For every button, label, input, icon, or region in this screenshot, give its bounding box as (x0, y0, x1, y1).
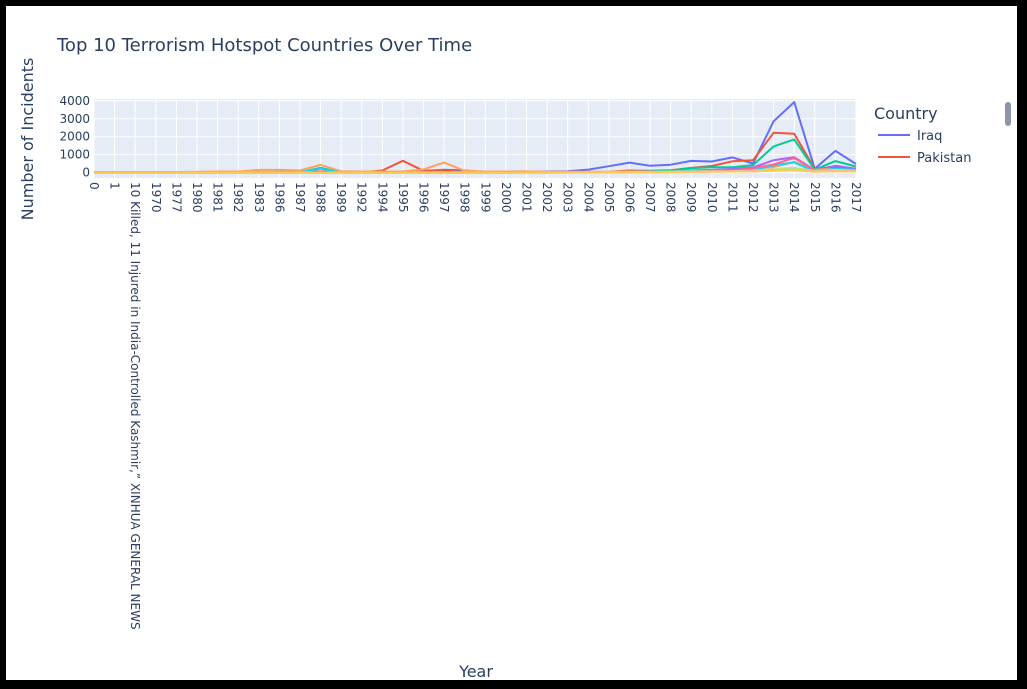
x-tick-label: 2002 (540, 182, 554, 213)
plot-area (94, 99, 856, 178)
x-tick-label: 1981 (211, 182, 225, 213)
legend[interactable]: Iraq Pakistan (878, 129, 971, 166)
x-tick-label: 2017 (849, 182, 863, 213)
x-tick-label: 1989 (334, 182, 348, 213)
x-tick-label: 2006 (622, 182, 636, 213)
x-tick-label: 2014 (787, 182, 801, 213)
x-axis-title: Year (458, 662, 493, 680)
x-tick-label: 2009 (684, 182, 698, 213)
y-tick-label: 3000 (59, 112, 90, 126)
x-tick-label: 1994 (375, 182, 389, 213)
x-tick-label: 2013 (767, 182, 781, 213)
x-tick-label: 2012 (746, 182, 760, 213)
x-tick-label: 1996 (417, 182, 431, 213)
x-tick-label: 2005 (602, 182, 616, 213)
x-tick-label: 2001 (519, 182, 533, 213)
y-tick-label: 1000 (59, 148, 90, 162)
line-chart: Top 10 Terrorism Hotspot Countries Over … (18, 35, 1011, 680)
x-tick-label: 2000 (499, 182, 513, 213)
x-tick-label: 2004 (581, 182, 595, 213)
y-axis-title: Number of Incidents (18, 58, 37, 221)
legend-label: Iraq (917, 129, 942, 144)
y-tick-label: 4000 (59, 94, 90, 108)
y-tick-label: 0 (82, 166, 90, 180)
x-tick-label: 1986 (272, 182, 286, 213)
chart-frame: Top 10 Terrorism Hotspot Countries Over … (6, 6, 1017, 680)
x-tick-label: 1980 (190, 182, 204, 213)
x-tick-label: 1998 (458, 182, 472, 213)
x-tick-label: 1977 (169, 182, 183, 213)
x-tick-label: 2003 (561, 182, 575, 213)
x-tick-label: 1997 (437, 182, 451, 213)
x-tick-label: 1988 (314, 182, 328, 213)
legend-label: Pakistan (917, 151, 971, 166)
x-tick-label: 10 Killed, 11 Injured in India-Controlle… (128, 182, 142, 630)
legend-item[interactable]: Iraq (878, 129, 942, 144)
x-tick-label: 1 (108, 182, 122, 190)
x-tick-label: 1982 (231, 182, 245, 213)
x-tick-label: 2015 (808, 182, 822, 213)
x-tick-label: 1999 (478, 182, 492, 213)
x-tick-label: 2010 (705, 182, 719, 213)
x-tick-label: 1995 (396, 182, 410, 213)
x-tick-label: 1970 (149, 182, 163, 213)
x-axis-ticks: 0 1 10 Killed, 11 Injured in India-Control… (87, 182, 863, 630)
x-tick-label: 2011 (725, 182, 739, 213)
x-tick-label: 1983 (252, 182, 266, 213)
legend-title: Country (874, 104, 938, 123)
x-tick-label: 1992 (355, 182, 369, 213)
y-axis-ticks: 0 1000 2000 3000 4000 (59, 94, 90, 180)
x-tick-label: 0 (87, 182, 101, 190)
y-tick-label: 2000 (59, 130, 90, 144)
chart-title: Top 10 Terrorism Hotspot Countries Over … (56, 35, 472, 56)
legend-scrollbar[interactable] (1005, 102, 1011, 126)
x-tick-label: 2008 (664, 182, 678, 213)
series-line (94, 169, 857, 174)
series-lines (94, 101, 857, 174)
legend-item[interactable]: Pakistan (878, 151, 971, 166)
x-tick-label: 2007 (643, 182, 657, 213)
x-tick-label: 1987 (293, 182, 307, 213)
x-tick-label: 2016 (828, 182, 842, 213)
